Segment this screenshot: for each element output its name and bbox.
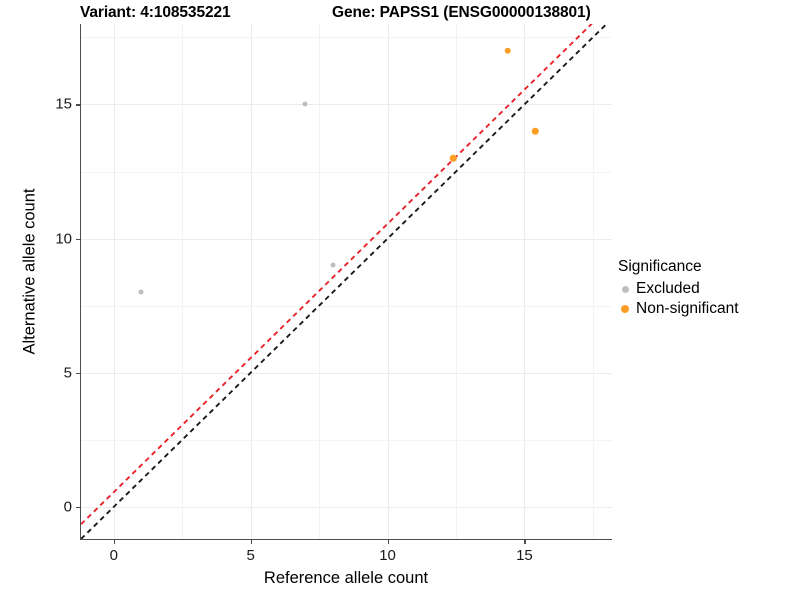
y-tick-15	[76, 104, 80, 106]
legend-item-label: Excluded	[636, 280, 700, 297]
variant-title: Variant: 4:108535221	[80, 4, 231, 21]
gridline-y-minor-2.5	[81, 439, 612, 441]
y-tick-0	[76, 506, 80, 508]
legend-dot-icon	[618, 282, 632, 296]
gridline-x-0	[113, 24, 115, 539]
gene-title: Gene: PAPSS1 (ENSG00000138801)	[332, 4, 591, 21]
legend-item-non-significant[interactable]: Non-significant	[618, 299, 798, 319]
y-tick-label-10: 10	[55, 230, 72, 248]
gridline-y-15	[81, 104, 612, 106]
legend: Significance Excluded Non-significant	[618, 258, 798, 319]
data-point	[532, 128, 539, 135]
legend-items: Excluded Non-significant	[618, 279, 798, 319]
legend-title: Significance	[618, 258, 702, 275]
x-tick-5	[250, 540, 252, 544]
x-axis-title: Reference allele count	[263, 569, 429, 587]
gridline-y-minor-17.5	[81, 37, 612, 39]
gridline-y-minor-12.5	[81, 171, 612, 173]
data-point	[302, 101, 308, 107]
legend-dot-icon	[618, 302, 632, 316]
identity-line	[81, 24, 608, 539]
gridline-x-10	[387, 24, 389, 539]
x-tick-label-0: 0	[109, 547, 119, 564]
x-axis-spine	[80, 538, 612, 540]
gridline-x-minor-7.5	[319, 24, 321, 539]
y-axis-spine	[80, 24, 82, 540]
gridline-y-minor-7.5	[81, 305, 612, 307]
y-tick-label-15: 15	[55, 95, 72, 113]
data-point	[330, 262, 336, 268]
gridline-x-minor-2.5	[182, 24, 184, 539]
gridline-y-5	[81, 372, 612, 374]
plot-panel	[81, 24, 612, 539]
data-point	[449, 154, 457, 162]
y-tick-labels: 0 5 10 15	[44, 0, 72, 600]
gridline-x-5	[250, 24, 252, 539]
legend-item-excluded[interactable]: Excluded	[618, 279, 798, 299]
gridline-y-0	[81, 506, 612, 508]
x-tick-label-15: 15	[516, 547, 533, 564]
y-tick-label-5: 5	[63, 364, 72, 382]
y-tick-5	[76, 372, 80, 374]
x-tick-10	[387, 540, 389, 544]
expected-ratio-line	[81, 24, 593, 525]
x-tick-label-5: 5	[246, 547, 255, 564]
data-point	[504, 47, 512, 55]
gridline-y-10	[81, 238, 612, 240]
gridline-x-15	[524, 24, 526, 539]
y-tick-label-0: 0	[63, 498, 72, 516]
y-tick-10	[76, 238, 80, 240]
gridline-x-minor-17.5	[592, 24, 594, 539]
data-point	[138, 289, 144, 295]
y-axis-title: Alternative allele count	[20, 188, 39, 355]
x-tick-15	[524, 540, 526, 544]
x-tick-label-10: 10	[379, 547, 396, 564]
reference-lines	[81, 24, 608, 539]
legend-item-label: Non-significant	[636, 300, 739, 317]
x-tick-0	[113, 540, 116, 544]
gridline-x-minor-12.5	[455, 24, 457, 539]
